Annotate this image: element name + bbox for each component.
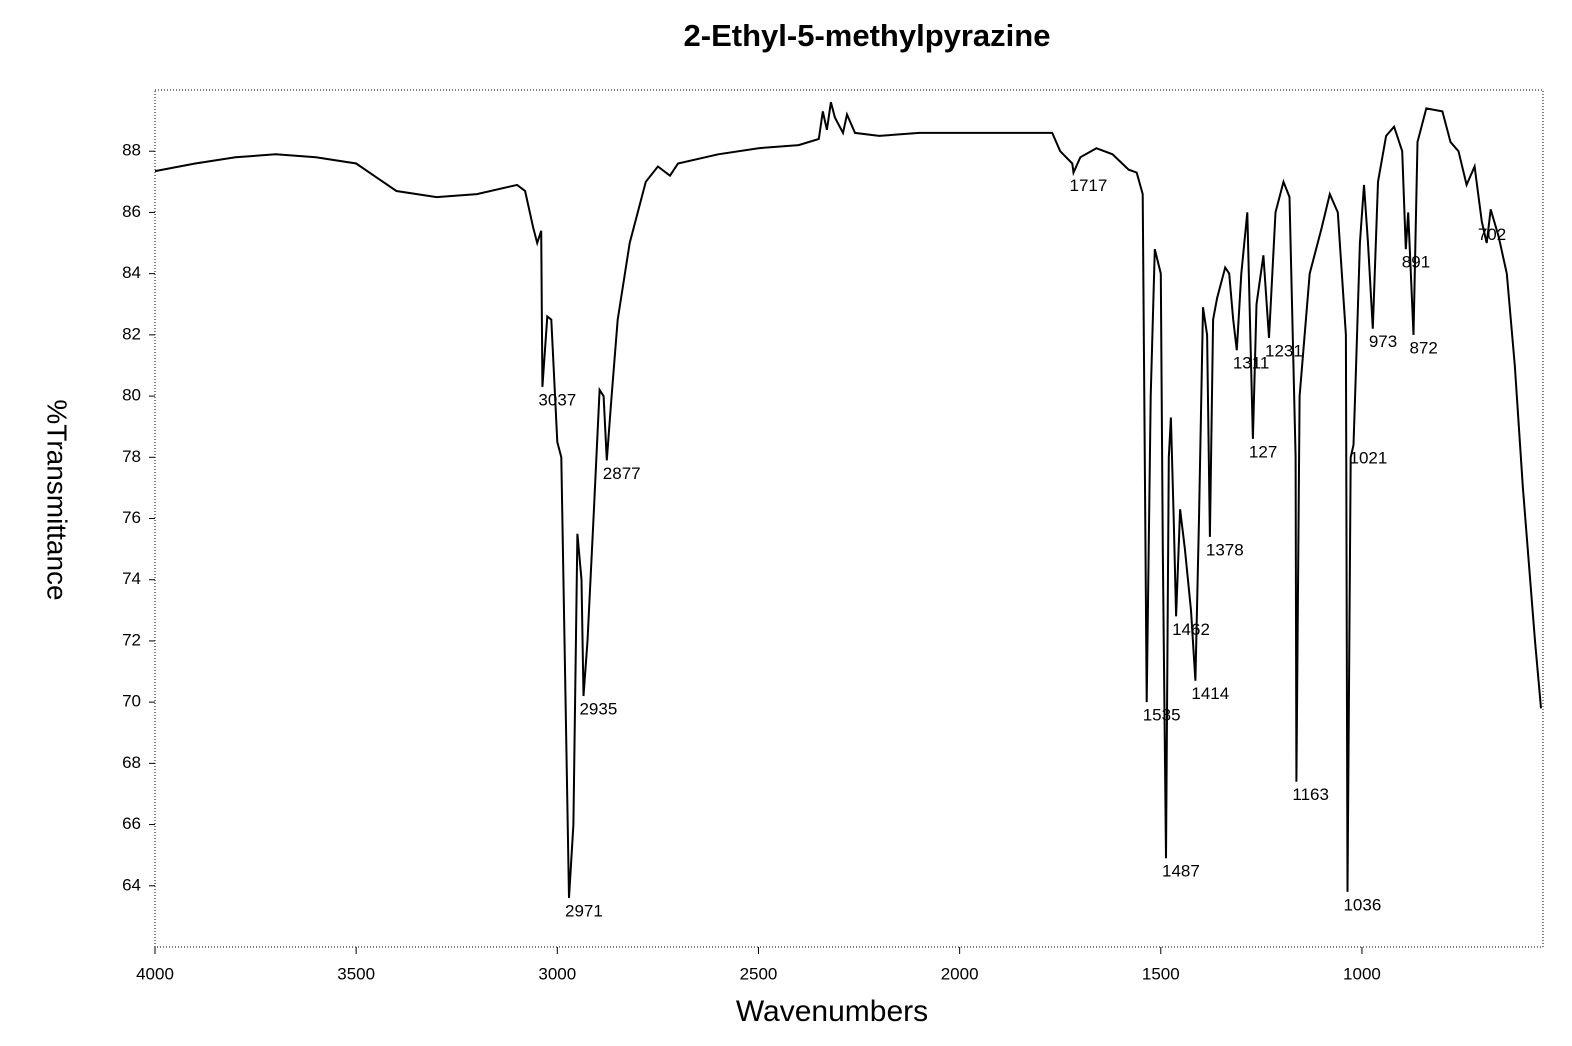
y-tick-label: 66 (122, 814, 141, 833)
peak-label: 1311 (1233, 354, 1270, 373)
x-tick-label: 3500 (337, 964, 375, 983)
y-tick-label: 88 (122, 141, 141, 160)
plot-frame (154, 89, 1544, 948)
y-tick-label: 72 (122, 630, 141, 649)
chart-title: 2-Ethyl-5-methylpyrazine (684, 18, 1051, 53)
y-tick-label: 74 (122, 569, 141, 588)
y-tick-label: 82 (122, 324, 141, 343)
y-tick-label: 84 (122, 263, 141, 282)
peak-label: 2935 (579, 700, 617, 719)
x-tick-label: 3000 (538, 964, 576, 983)
peak-label: 973 (1369, 332, 1397, 351)
peak-label: 1231 (1265, 341, 1303, 360)
x-tick-label: 2500 (740, 964, 778, 983)
y-tick-label: 78 (122, 447, 141, 466)
peak-label: 1163 (1292, 785, 1329, 804)
peak-label: 1535 (1143, 706, 1181, 725)
x-axis-label: Wavenumbers (736, 995, 928, 1028)
peak-label: 702 (1478, 225, 1506, 244)
x-tick-label: 1000 (1343, 964, 1381, 983)
y-tick-label: 86 (122, 202, 141, 221)
peak-label: 872 (1409, 338, 1437, 357)
x-tick-label: 1500 (1142, 964, 1180, 983)
y-axis-label: %Transmittance (42, 399, 73, 600)
y-tick-label: 64 (122, 875, 141, 894)
spectrum-line (154, 101, 1542, 899)
peak-label: 891 (1402, 253, 1430, 272)
y-tick-label: 70 (122, 692, 141, 711)
x-tick-label: 4000 (136, 964, 174, 983)
y-tick-label: 76 (122, 508, 141, 527)
x-tick-label: 2000 (941, 964, 979, 983)
peak-label: 1036 (1343, 895, 1381, 914)
y-tick-label: 80 (122, 386, 141, 405)
peak-label: 1717 (1069, 176, 1107, 195)
y-tick-label: 68 (122, 753, 141, 772)
peak-label: 1378 (1206, 540, 1244, 559)
peak-label: 127 (1249, 442, 1277, 461)
peak-label: 2971 (565, 902, 603, 921)
peak-label: 1021 (1350, 449, 1388, 468)
peak-label: 3037 (538, 390, 576, 409)
peak-label: 1414 (1191, 684, 1229, 703)
peak-label: 1487 (1162, 862, 1200, 881)
peak-label: 2877 (603, 464, 641, 483)
peak-label: 1462 (1172, 620, 1210, 639)
